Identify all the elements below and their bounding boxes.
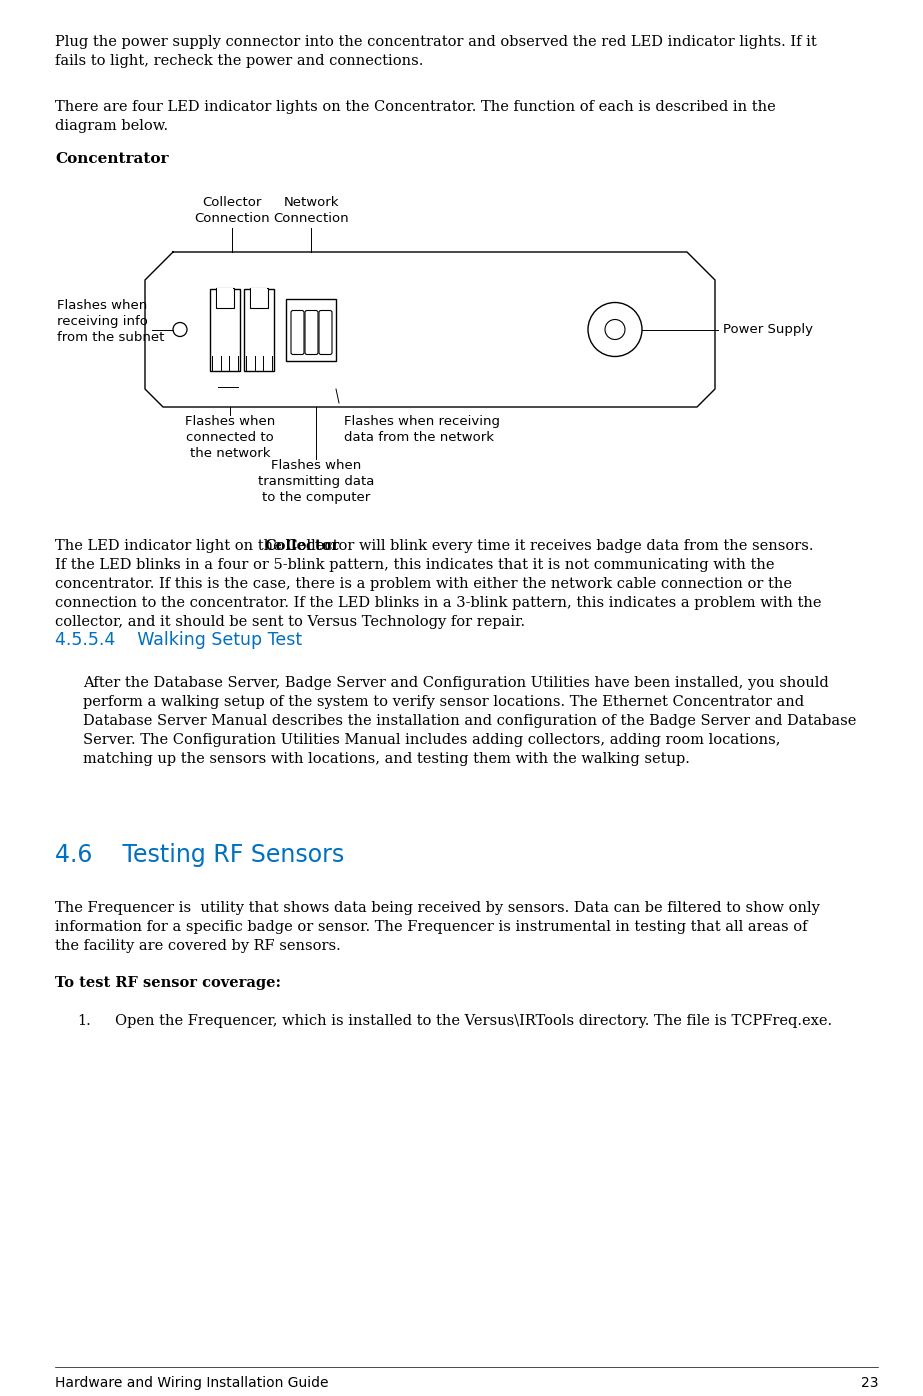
Bar bbox=[250, 289, 268, 309]
Text: Flashes when
transmitting data
to the computer: Flashes when transmitting data to the co… bbox=[258, 459, 374, 504]
Bar bbox=[210, 289, 240, 370]
Text: Collector
Connection: Collector Connection bbox=[194, 195, 270, 225]
Text: Collector: Collector bbox=[264, 539, 340, 553]
Text: 4.5.5.4    Walking Setup Test: 4.5.5.4 Walking Setup Test bbox=[55, 631, 302, 649]
Bar bbox=[286, 299, 336, 360]
Circle shape bbox=[588, 303, 642, 356]
Text: Plug the power supply connector into the concentrator and observed the red LED i: Plug the power supply connector into the… bbox=[55, 35, 817, 68]
Text: Flashes when receiving
data from the network: Flashes when receiving data from the net… bbox=[344, 415, 500, 444]
Circle shape bbox=[173, 322, 187, 336]
Text: 23: 23 bbox=[860, 1376, 878, 1390]
Text: To test RF sensor coverage:: To test RF sensor coverage: bbox=[55, 976, 281, 990]
Text: There are four LED indicator lights on the Concentrator. The function of each is: There are four LED indicator lights on t… bbox=[55, 101, 775, 133]
Circle shape bbox=[605, 320, 625, 339]
Text: 4.6    Testing RF Sensors: 4.6 Testing RF Sensors bbox=[55, 843, 344, 867]
Text: Flashes when
connected to
the network: Flashes when connected to the network bbox=[185, 415, 275, 461]
FancyBboxPatch shape bbox=[319, 310, 332, 355]
Bar bbox=[244, 289, 274, 370]
Text: 1.: 1. bbox=[77, 1013, 90, 1027]
FancyBboxPatch shape bbox=[291, 310, 304, 355]
Text: After the Database Server, Badge Server and Configuration Utilities have been in: After the Database Server, Badge Server … bbox=[83, 676, 857, 766]
Text: Concentrator: Concentrator bbox=[55, 152, 169, 166]
Text: Power Supply: Power Supply bbox=[723, 322, 813, 336]
Text: Open the Frequencer, which is installed to the Versus\IRTools directory. The fil: Open the Frequencer, which is installed … bbox=[115, 1013, 833, 1027]
Text: Network
Connection: Network Connection bbox=[273, 195, 349, 225]
Text: The LED indicator light on the Collector will blink every time it receives badge: The LED indicator light on the Collector… bbox=[55, 539, 821, 628]
Bar bbox=[216, 289, 234, 309]
Text: The Frequencer is  utility that shows data being received by sensors. Data can b: The Frequencer is utility that shows dat… bbox=[55, 900, 820, 953]
Text: Flashes when
receiving info
from the subnet: Flashes when receiving info from the sub… bbox=[57, 299, 164, 343]
Bar bbox=[217, 289, 233, 307]
FancyBboxPatch shape bbox=[305, 310, 318, 355]
Text: Hardware and Wiring Installation Guide: Hardware and Wiring Installation Guide bbox=[55, 1376, 329, 1390]
Bar bbox=[251, 289, 267, 307]
Polygon shape bbox=[145, 253, 715, 408]
